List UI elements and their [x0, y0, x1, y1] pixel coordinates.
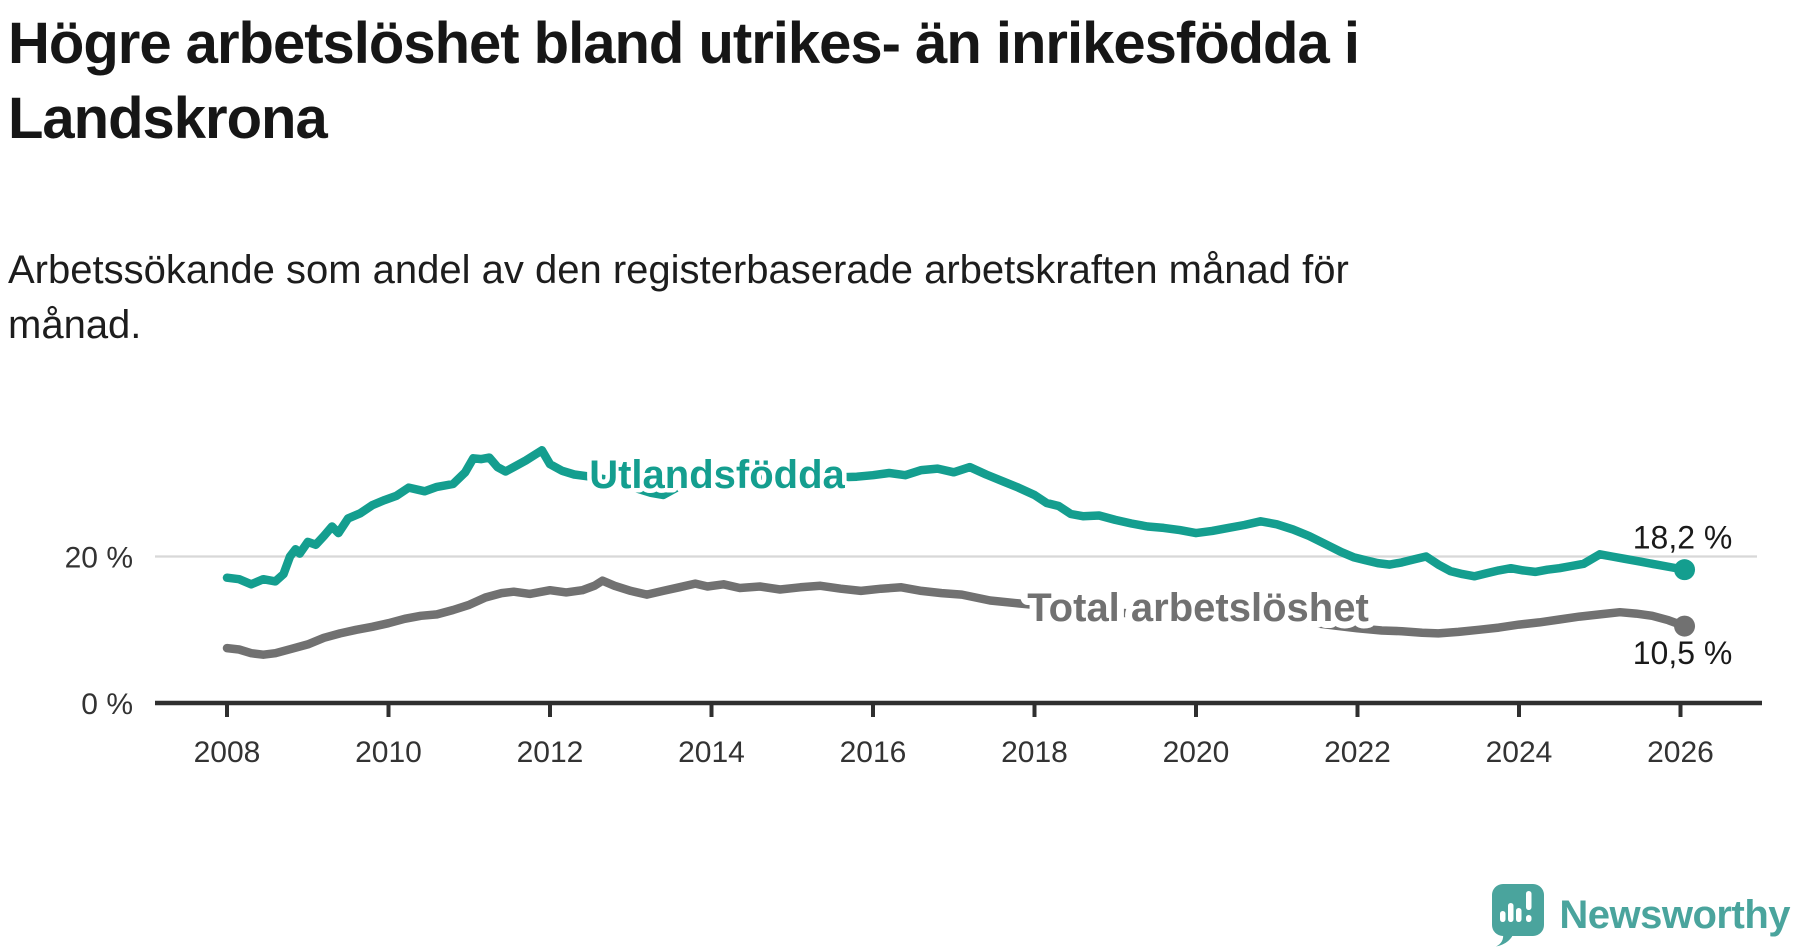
x-tick-label: 2012 [517, 736, 584, 769]
y-tick-label: 0 % [81, 688, 133, 721]
total-arbetsloshet-series-label: Total arbetslöshet [1027, 586, 1369, 630]
chart-subtitle: Arbetssökande som andel av den registerb… [8, 248, 1349, 347]
page-title: Högre arbetslöshet bland utrikes- än inr… [8, 11, 1360, 151]
total-arbetsloshet-end-dot [1674, 615, 1696, 637]
y-tick-label: 20 % [65, 542, 133, 575]
total-arbetsloshet-end-value-label: 10,5 % [1633, 635, 1733, 671]
utlandsfodda-line [222, 446, 1689, 589]
x-tick-label: 2008 [194, 736, 261, 769]
x-tick-label: 2024 [1486, 736, 1553, 769]
utlandsfodda-end-value-label: 18,2 % [1633, 520, 1733, 556]
brand-name: Newsworthy [1559, 892, 1790, 937]
x-tick-label: 2010 [355, 736, 422, 769]
newsworthy-logo-icon [1492, 884, 1545, 947]
x-tick-label: 2014 [678, 736, 745, 769]
utlandsfodda-end-dot [1674, 559, 1696, 581]
x-tick-label: 2026 [1647, 736, 1714, 769]
x-tick-label: 2018 [1001, 736, 1068, 769]
x-tick-label: 2016 [840, 736, 907, 769]
brand-footer: Newsworthy [1491, 882, 1790, 948]
x-tick-label: 2020 [1163, 736, 1230, 769]
utlandsfodda-series-label: Utlandsfödda [589, 453, 845, 497]
x-tick-label: 2022 [1324, 736, 1391, 769]
total-arbetsloshet-line [222, 576, 1689, 659]
